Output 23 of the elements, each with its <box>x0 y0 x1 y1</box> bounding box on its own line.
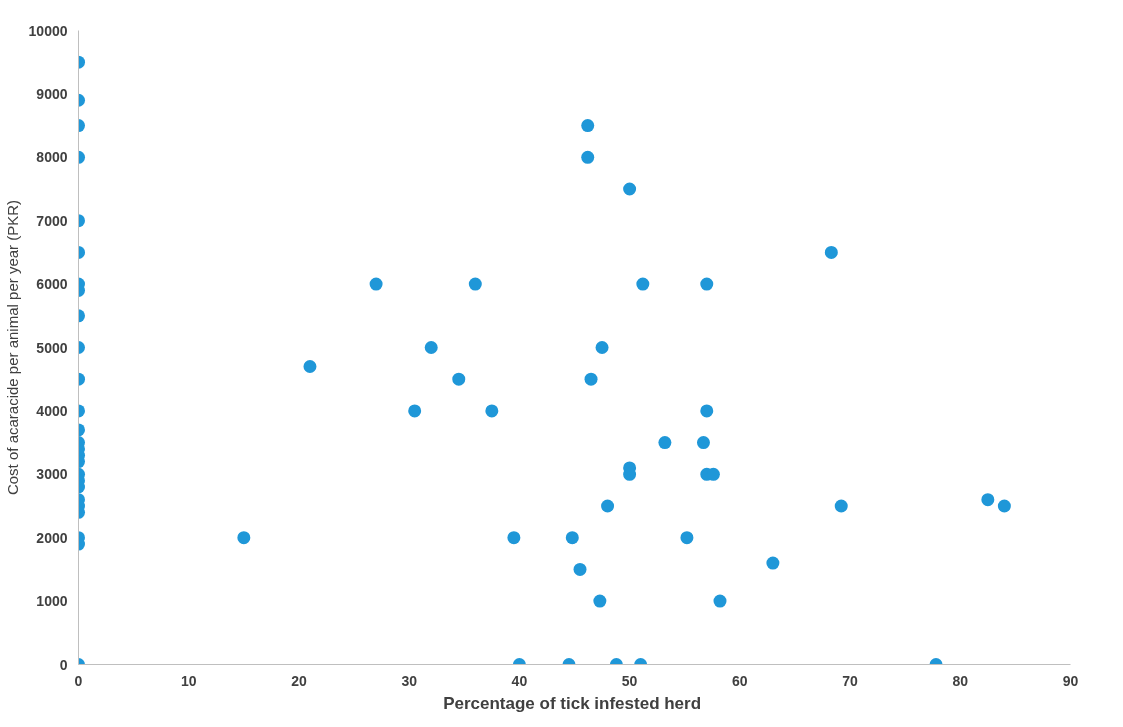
x-tick-label: 50 <box>621 672 638 689</box>
x-tick-label: 40 <box>511 672 528 689</box>
y-tick-label: 0 <box>59 656 68 673</box>
x-tick-label: 70 <box>842 672 859 689</box>
x-tick-label: 10 <box>180 672 197 689</box>
y-tick-label: 6000 <box>36 276 68 293</box>
y-tick-label: 8000 <box>36 149 68 166</box>
y-tick-label: 9000 <box>36 85 68 102</box>
y-tick-label: 4000 <box>36 402 68 419</box>
y-tick-label: 3000 <box>36 466 68 483</box>
x-tick-label: 60 <box>732 672 748 689</box>
y-tick-label: 10000 <box>28 22 68 39</box>
y-tick-label: 1000 <box>36 593 68 610</box>
x-tick-label: 90 <box>1062 672 1079 689</box>
y-tick-label: 5000 <box>36 339 68 356</box>
x-tick-label: 30 <box>401 672 418 689</box>
x-axis-title: Percentage of tick infested herd <box>443 693 702 713</box>
x-tick-label: 20 <box>291 672 307 689</box>
y-axis-title: Cost of acaracide per animal per year (PKR) <box>3 199 21 496</box>
x-tick-label: 0 <box>74 672 83 689</box>
y-tick-label: 7000 <box>36 212 68 229</box>
y-tick-label: 2000 <box>36 529 68 546</box>
x-tick-label: 80 <box>952 672 969 689</box>
